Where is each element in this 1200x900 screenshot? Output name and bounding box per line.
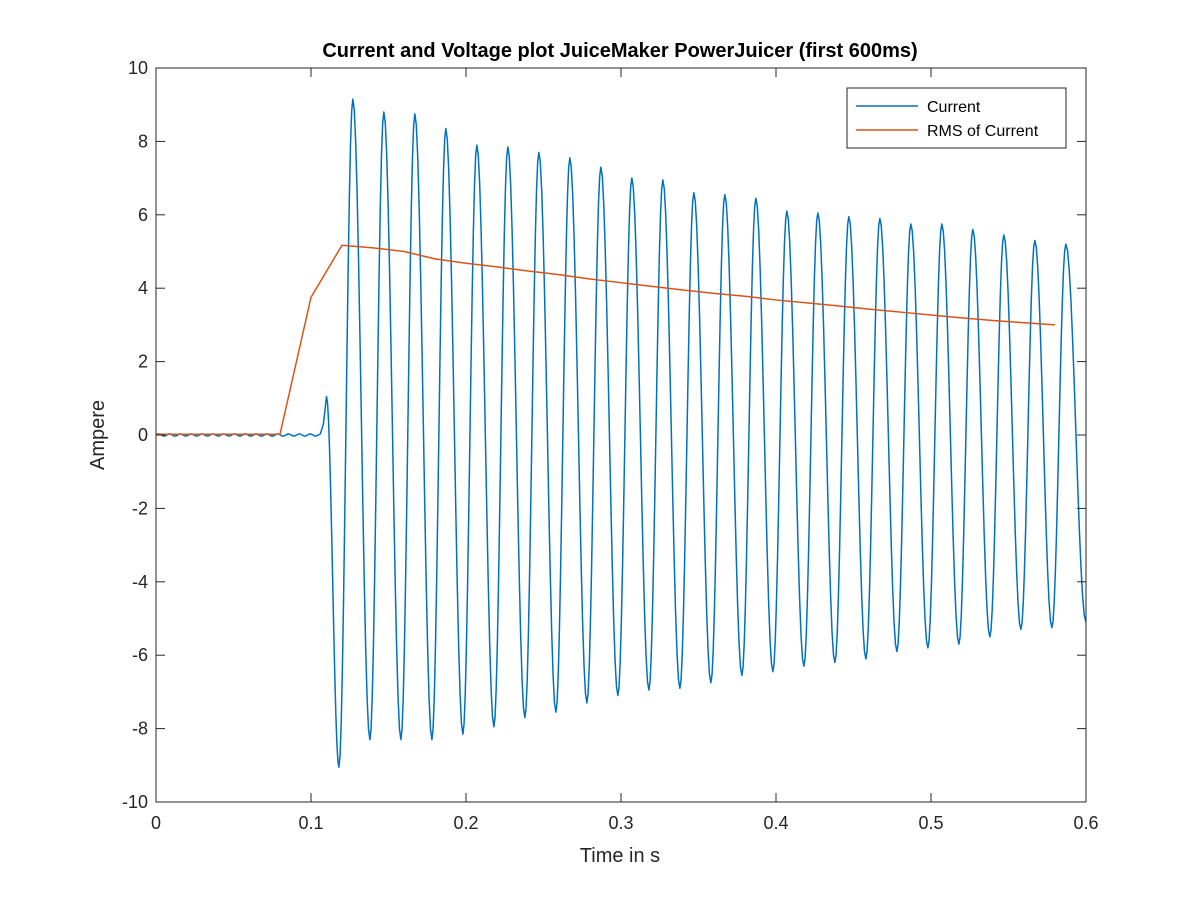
series-layer [156, 98, 1086, 768]
y-tick-label: 8 [138, 131, 148, 151]
legend-box [846, 87, 1067, 149]
x-tick-label: 0.5 [918, 813, 943, 833]
x-tick-label: 0.1 [298, 813, 323, 833]
x-axis: 0 0.1 0.2 0.3 0.4 0.5 0.6 [151, 68, 1099, 833]
y-tick-label: 6 [138, 205, 148, 225]
y-tick-label: 10 [128, 58, 148, 78]
x-tick-label: 0.4 [763, 813, 788, 833]
x-axis-label: Time in s [580, 845, 660, 867]
legend: Current RMS of Current [846, 87, 1067, 149]
y-tick-label: -6 [132, 645, 148, 665]
x-tick-label: 0.6 [1073, 813, 1098, 833]
y-tick-label: -4 [132, 572, 148, 592]
y-tick-label: -2 [132, 498, 148, 518]
y-tick-label: 2 [138, 352, 148, 372]
y-tick-label: -8 [132, 719, 148, 739]
y-axis-label: Ampere [87, 400, 109, 470]
y-axis: -10 -8 -6 -4 -2 0 2 4 6 8 10 [122, 58, 1086, 812]
chart-title: Current and Voltage plot JuiceMaker Powe… [322, 40, 917, 62]
x-tick-label: 0.2 [453, 813, 478, 833]
y-tick-label: 0 [138, 425, 148, 445]
y-tick-label: 4 [138, 278, 148, 298]
x-tick-label: 0 [151, 813, 161, 833]
series-line-rms-of-current [156, 244, 1056, 436]
y-tick-label: -10 [122, 792, 148, 812]
plot-area [156, 98, 1086, 768]
legend-label-rms: RMS of Current [927, 123, 1039, 140]
legend-label-current: Current [927, 99, 981, 116]
x-tick-label: 0.3 [608, 813, 633, 833]
series-line-current [156, 98, 1086, 768]
